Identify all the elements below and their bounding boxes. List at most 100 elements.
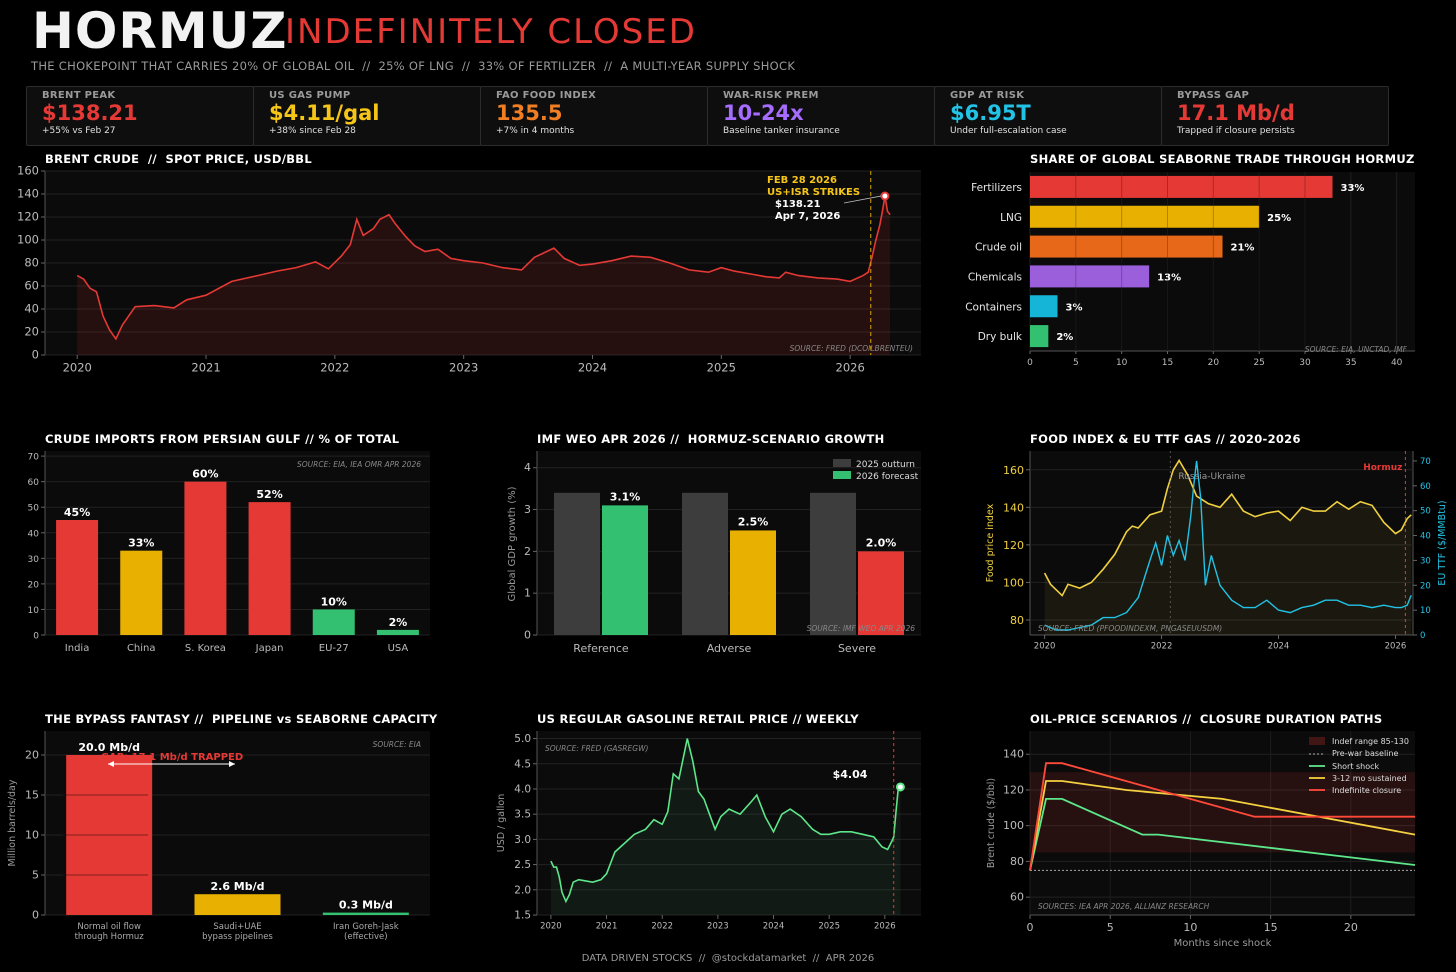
footer-credit: DATA DRIVEN STOCKS // @stockdatamarket /… bbox=[581, 953, 875, 964]
category-label: Adverse bbox=[707, 642, 752, 655]
legend-label: 3-12 mo sustained bbox=[1332, 774, 1407, 783]
y-tick-label: 120 bbox=[1003, 539, 1024, 552]
y-tick-label-right: 30 bbox=[1420, 556, 1431, 566]
outturn-bar bbox=[682, 492, 728, 635]
x-tick-label: 10 bbox=[1183, 921, 1197, 934]
y-axis-label-right: EU TTF ($/MMBtu) bbox=[1437, 500, 1448, 585]
y-tick-label: 80 bbox=[24, 256, 39, 270]
imf-chart-title: IMF WEO APR 2026 // HORMUZ-SCENARIO GROW… bbox=[537, 432, 885, 446]
legend-label: 2025 outturn bbox=[856, 460, 915, 470]
value-label: 2.6 Mb/d bbox=[210, 880, 264, 893]
y-tick-label: 3 bbox=[524, 503, 531, 516]
kpi-value: 17.1 Mb/d bbox=[1177, 101, 1295, 125]
source-note: SOURCE: IMF WEO APR 2026 bbox=[807, 624, 916, 633]
category-label: through Hormuz bbox=[75, 932, 145, 942]
x-tick-label: 2020 bbox=[540, 922, 562, 932]
y-tick-label: 40 bbox=[24, 302, 39, 316]
import-bar bbox=[248, 502, 291, 635]
share-bar bbox=[1030, 325, 1049, 348]
kpi-label: US GAS PUMP bbox=[269, 90, 351, 101]
x-tick-label: 25 bbox=[1253, 358, 1264, 368]
y-tick-label: 3.5 bbox=[514, 809, 531, 821]
scenario-line bbox=[1029, 798, 1416, 871]
y-tick-label: 0 bbox=[524, 629, 531, 642]
y-tick-label-right: 20 bbox=[1420, 581, 1431, 591]
value-label: 52% bbox=[256, 488, 282, 501]
imports-chart-title: CRUDE IMPORTS FROM PERSIAN GULF // % OF … bbox=[45, 432, 400, 446]
event-label: FEB 28 2026 bbox=[767, 175, 837, 186]
category-label: Severe bbox=[838, 642, 876, 655]
kpi-value: $4.11/gal bbox=[269, 101, 380, 125]
value-label: 20.0 Mb/d bbox=[78, 741, 140, 754]
y-tick-label: 80 bbox=[1010, 855, 1024, 868]
value-label: 10% bbox=[321, 595, 347, 608]
kpi-card-brent: BRENT PEAK $138.21 +55% vs Feb 27 bbox=[26, 86, 254, 146]
legend-label: Indef range 85-130 bbox=[1332, 737, 1409, 746]
y-tick-label-right: 70 bbox=[1420, 457, 1431, 467]
category-label: Dry bulk bbox=[978, 331, 1023, 343]
y-tick-label: 20 bbox=[24, 325, 39, 339]
y-tick-label: 2.0 bbox=[514, 884, 531, 896]
x-tick-label: 35 bbox=[1345, 358, 1356, 368]
import-bar bbox=[312, 609, 355, 635]
y-axis-label: Brent crude ($/bbl) bbox=[986, 778, 997, 868]
gasoline-line bbox=[550, 738, 901, 904]
page-title: HORMUZ bbox=[32, 2, 288, 60]
capacity-bar bbox=[66, 755, 153, 915]
y-tick-label: 3.0 bbox=[514, 834, 531, 846]
y-tick-label: 1.5 bbox=[514, 910, 531, 922]
plot-area bbox=[45, 451, 430, 635]
share-chart-title: SHARE OF GLOBAL SEABORNE TRADE THROUGH H… bbox=[1030, 152, 1415, 166]
category-label: (effective) bbox=[344, 932, 388, 942]
y-tick-label: 15 bbox=[25, 789, 39, 802]
category-label: Chemicals bbox=[968, 271, 1022, 283]
source-note: SOURCE: EIA, UNCTAD, IMF bbox=[1305, 345, 1408, 354]
y-tick-label: 160 bbox=[1003, 464, 1024, 477]
category-label: Crude oil bbox=[975, 242, 1022, 254]
capacity-bar bbox=[322, 912, 409, 915]
y-tick-label: 30 bbox=[28, 555, 40, 565]
category-label: USA bbox=[388, 643, 409, 654]
kpi-card-gdp: GDP AT RISK $6.95T Under full-escalation… bbox=[934, 86, 1162, 146]
x-tick-label: 20 bbox=[1208, 358, 1220, 368]
value-label: 60% bbox=[192, 468, 218, 481]
y-tick-label: 140 bbox=[17, 187, 39, 201]
y-tick-label: 0 bbox=[32, 909, 39, 922]
kpi-note: +55% vs Feb 27 bbox=[42, 126, 116, 136]
kpi-note: +38% since Feb 28 bbox=[269, 126, 356, 136]
y-tick-label: 10 bbox=[28, 606, 40, 616]
y-tick-label: 80 bbox=[1010, 614, 1024, 627]
x-tick-label: 2022 bbox=[1151, 642, 1173, 652]
latest-price-marker bbox=[895, 782, 905, 792]
x-tick-label: 5 bbox=[1107, 921, 1114, 934]
x-tick-label: 2022 bbox=[320, 361, 349, 375]
y-tick-label: 5 bbox=[32, 869, 39, 882]
event-label: Hormuz bbox=[1363, 463, 1402, 473]
legend-swatch bbox=[1309, 737, 1325, 745]
value-label: 2% bbox=[1056, 332, 1073, 343]
kpi-note: Under full-escalation case bbox=[950, 126, 1067, 136]
y-axis-label-left: Food price index bbox=[985, 503, 996, 582]
capacity-bar bbox=[194, 894, 281, 915]
x-axis-label: Months since shock bbox=[1174, 938, 1272, 949]
import-bar bbox=[56, 520, 99, 635]
y-tick-label-right: 40 bbox=[1420, 532, 1431, 542]
food-chart-title: FOOD INDEX & EU TTF GAS // 2020-2026 bbox=[1030, 432, 1301, 446]
source-note: SOURCE: FRED (DCOILBRENTEU) bbox=[790, 344, 913, 353]
import-bar bbox=[184, 481, 227, 635]
y-tick-label: 50 bbox=[28, 504, 40, 514]
outturn-bar bbox=[810, 492, 856, 635]
y-tick-label: 60 bbox=[28, 478, 40, 488]
kpi-card-gas: US GAS PUMP $4.11/gal +38% since Feb 28 bbox=[253, 86, 481, 146]
y-tick-label: 0 bbox=[32, 348, 39, 362]
x-tick-label: 2023 bbox=[449, 361, 478, 375]
value-label: 21% bbox=[1231, 243, 1255, 254]
food-index-line bbox=[1043, 458, 1412, 597]
y-tick-label-right: 60 bbox=[1420, 482, 1431, 492]
scenario-line bbox=[1029, 780, 1416, 871]
x-tick-label: 2020 bbox=[1034, 642, 1056, 652]
category-label: Saudi+UAE bbox=[213, 922, 261, 932]
gap-arrowhead bbox=[229, 761, 235, 767]
event-label: US+ISR STRIKES bbox=[767, 187, 860, 198]
value-label: 3% bbox=[1066, 302, 1083, 313]
